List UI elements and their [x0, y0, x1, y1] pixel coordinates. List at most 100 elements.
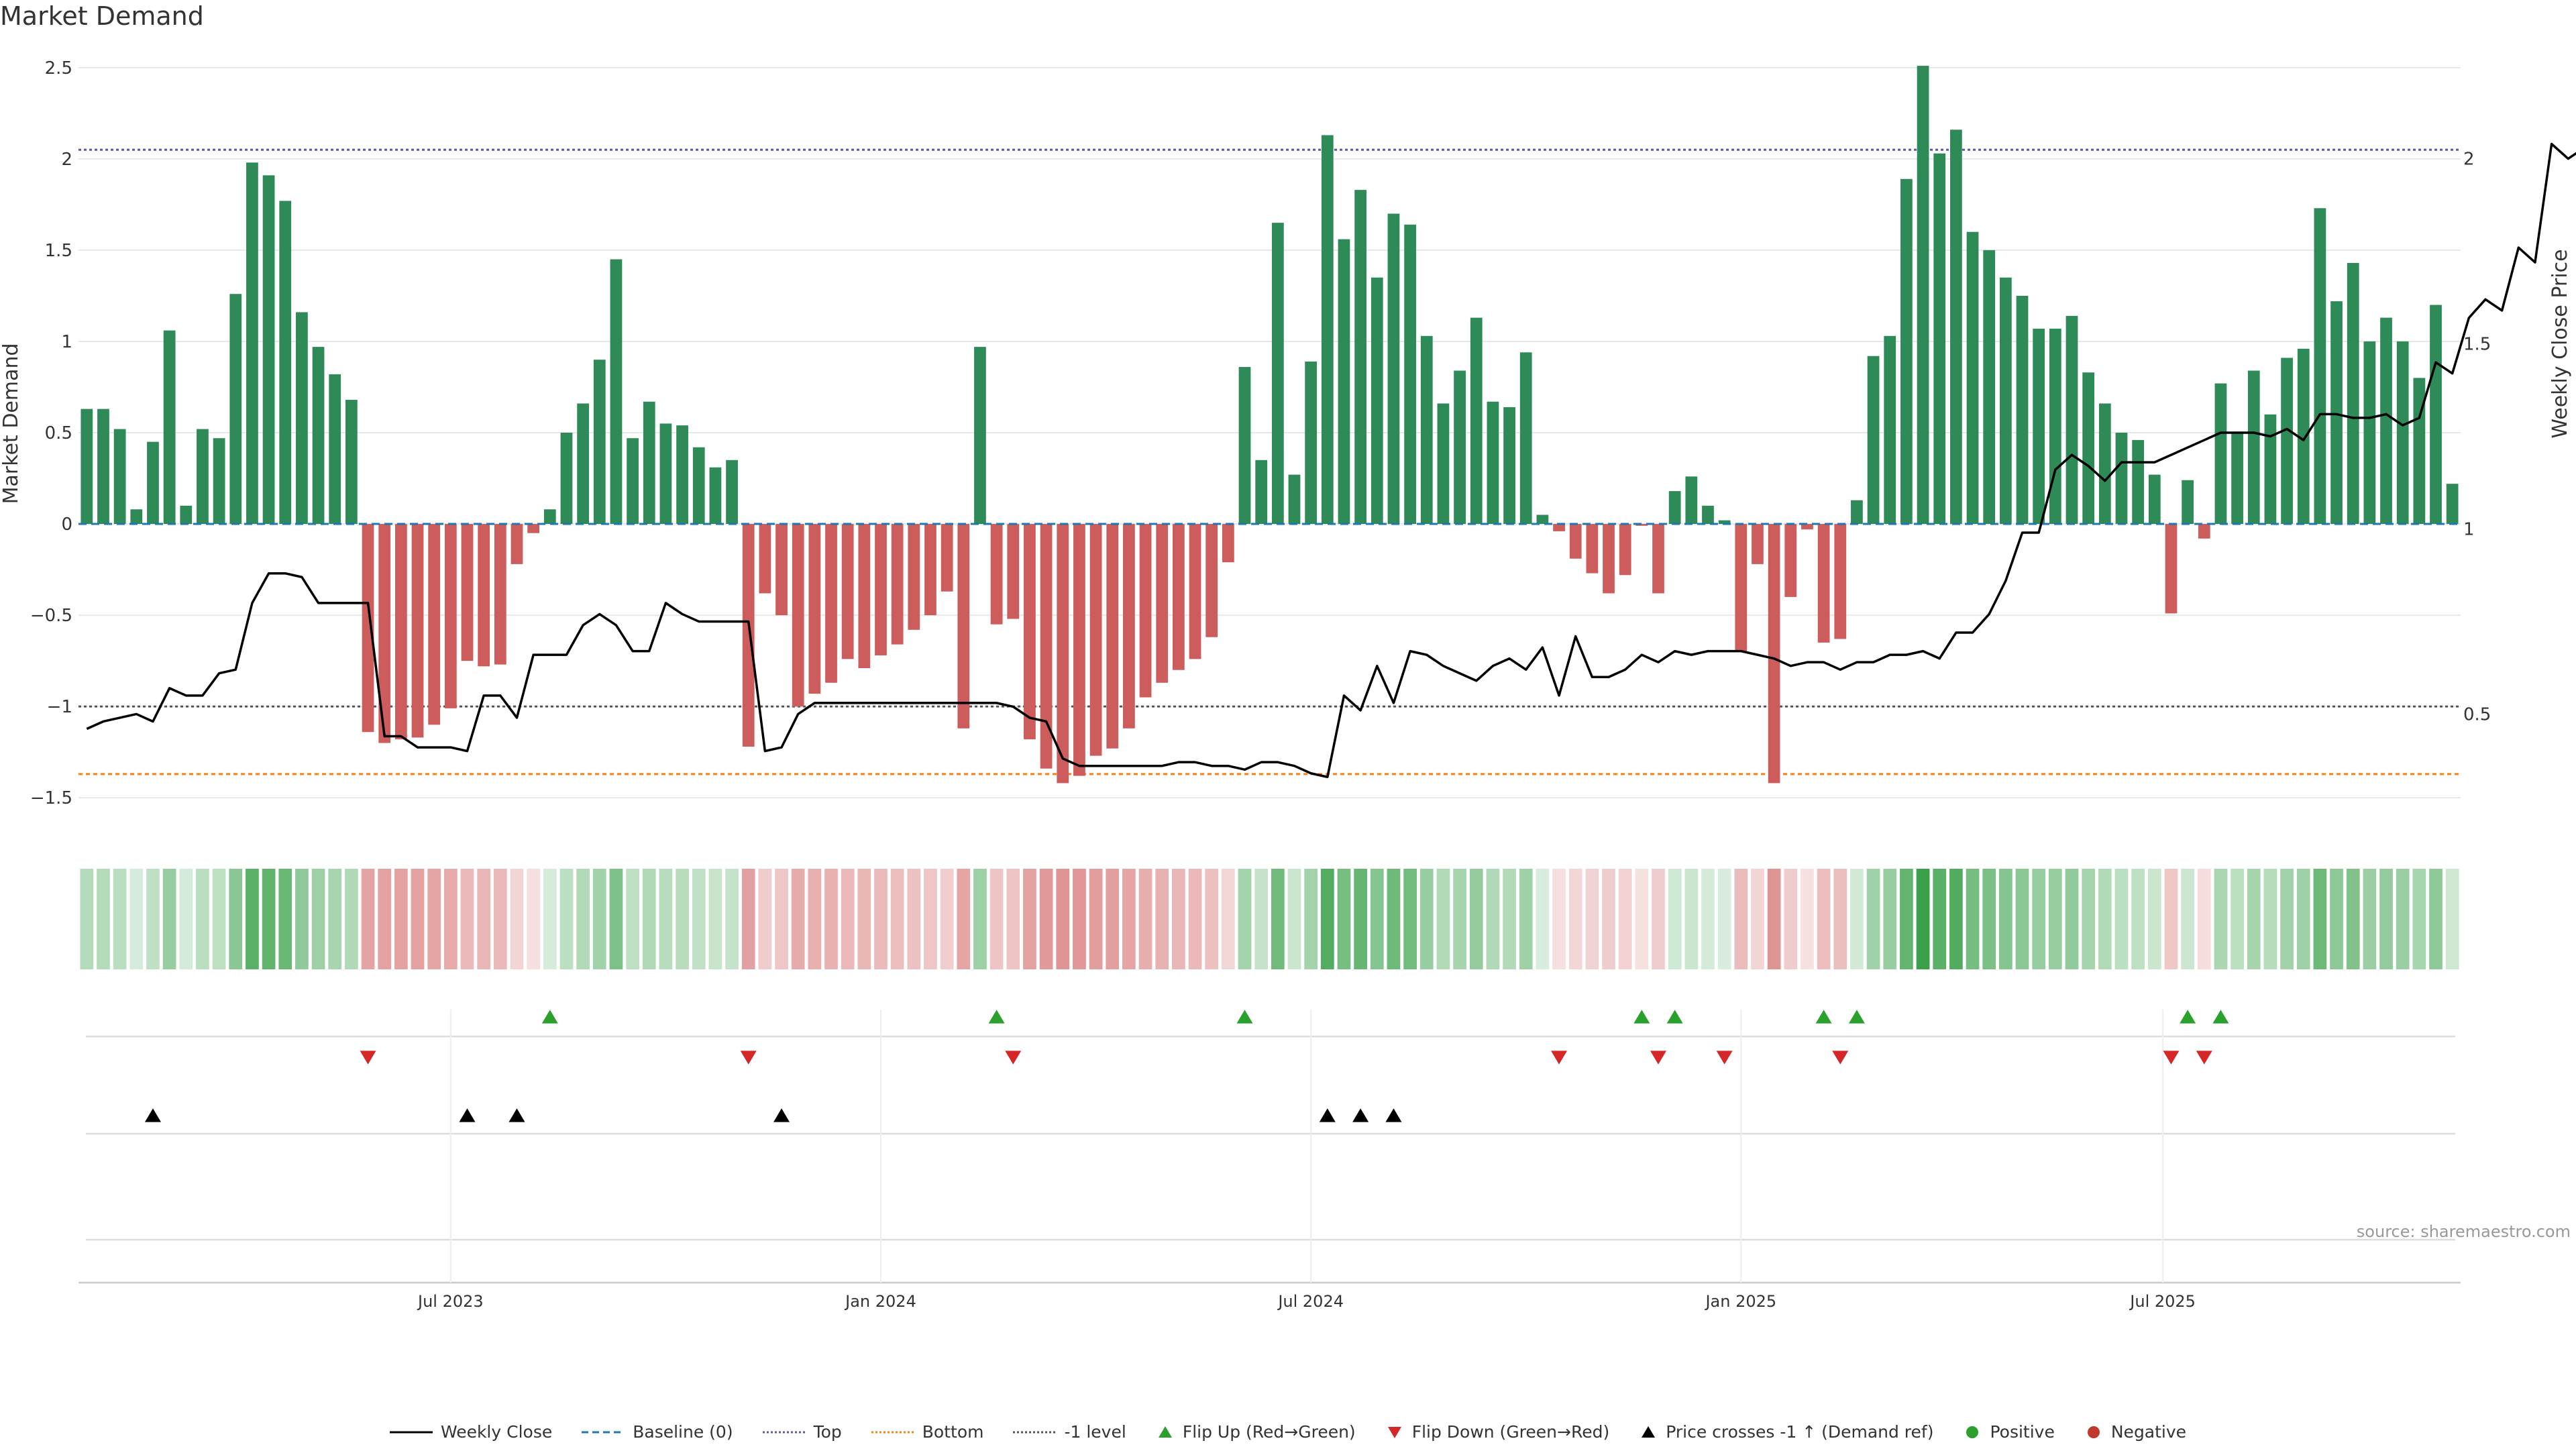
heat-cell — [345, 869, 358, 969]
legend-swatch — [389, 1431, 433, 1433]
price-cross-marker — [1319, 1108, 1336, 1122]
flip-up-marker — [1815, 1010, 1832, 1024]
demand-bar — [444, 524, 457, 708]
flip-up-marker — [988, 1010, 1005, 1024]
demand-bar — [428, 524, 441, 725]
y-tick-label: 1 — [61, 332, 72, 352]
demand-bar — [2297, 348, 2310, 525]
demand-bar — [2247, 370, 2260, 525]
y2-axis-label: Weekly Close Price — [2548, 249, 2572, 438]
demand-bar — [2413, 378, 2426, 525]
demand-bar — [957, 524, 970, 729]
demand-bar — [1354, 190, 1367, 525]
heat-cell — [1453, 869, 1466, 969]
demand-bar — [627, 438, 639, 525]
x-tick-label: Jul 2023 — [417, 1292, 484, 1311]
demand-bar — [1718, 520, 1731, 525]
demand-bar — [1007, 524, 1020, 619]
heat-cell — [129, 869, 144, 969]
heat-cell — [2214, 869, 2228, 969]
demand-bar — [1867, 356, 1880, 525]
weekly-close-line — [86, 142, 2576, 779]
price-line-layer — [86, 142, 2576, 779]
legend-item: Baseline (0) — [582, 1422, 733, 1442]
heat-cell — [1751, 869, 1764, 969]
heat-cell — [1618, 869, 1632, 969]
demand-bar — [1271, 223, 1284, 525]
legend-swatch — [762, 1431, 806, 1433]
legend-label: Flip Up (Red→Green) — [1182, 1422, 1356, 1442]
heat-cell — [1668, 869, 1682, 969]
heat-cell — [626, 869, 639, 969]
flip-down-marker — [2163, 1051, 2180, 1065]
demand-bar — [1735, 524, 1748, 652]
heat-cell — [676, 869, 689, 969]
demand-bar — [1999, 277, 2012, 525]
heat-cell — [1817, 869, 1831, 969]
demand-bar — [1437, 403, 1450, 525]
heat-cell — [1354, 869, 1367, 969]
demand-bar — [924, 524, 936, 616]
demand-bar — [378, 524, 391, 743]
heat-cell — [559, 869, 574, 969]
demand-bar — [1404, 224, 1416, 525]
heat-cell — [708, 869, 722, 969]
demand-bar — [1652, 524, 1664, 594]
demand-bar — [296, 312, 308, 525]
demand-bar — [511, 524, 523, 564]
demand-bar — [1900, 178, 1913, 525]
heat-cell — [1883, 869, 1897, 969]
heat-cell — [1519, 869, 1533, 969]
demand-bar — [1172, 524, 1185, 670]
demand-bar — [593, 360, 606, 525]
axes: −1.5 −1 −0.5 0 0.5 1 1.5 2 2.5 0.5 1 1.5 2 Market Dem… — [0, 58, 2572, 808]
demand-bar — [775, 524, 788, 616]
legend-item: -1 level — [1013, 1422, 1126, 1442]
heat-cell — [1784, 869, 1798, 969]
demand-bar — [1321, 135, 1334, 525]
heat-cell — [2065, 869, 2079, 969]
legend-swatch — [1387, 1426, 1401, 1438]
heat-cell — [1238, 869, 1252, 969]
heat-cell — [2263, 869, 2277, 969]
heat-cell — [394, 869, 408, 969]
heat-cell — [295, 869, 309, 969]
legend-swatch — [871, 1431, 914, 1433]
demand-bar — [792, 524, 804, 707]
demand-bar — [2165, 524, 2178, 614]
flip-down-marker — [1551, 1051, 1568, 1065]
heat-cell — [989, 869, 1004, 969]
heat-cell — [1933, 869, 1947, 969]
demand-bar — [80, 409, 93, 525]
demand-bar — [2314, 208, 2326, 525]
heat-cell — [1866, 869, 1880, 969]
demand-bar — [2347, 262, 2359, 525]
demand-bar — [1139, 524, 1152, 698]
y-tick-label: 2.5 — [45, 58, 72, 78]
heat-cell — [2313, 869, 2327, 969]
heat-cell — [940, 869, 954, 969]
demand-bar — [941, 524, 953, 592]
heat-cell — [2445, 869, 2459, 969]
heat-cell — [443, 869, 458, 969]
heat-cell — [1585, 869, 1599, 969]
legend-label: Flip Down (Green→Red) — [1411, 1422, 1610, 1442]
demand-bar — [1834, 524, 1847, 639]
y2-tick-label: 0.5 — [2463, 704, 2491, 724]
heat-cell — [1701, 869, 1715, 969]
heat-cell — [2032, 869, 2046, 969]
heat-cell — [1767, 869, 1781, 969]
heat-cell — [2114, 869, 2129, 969]
demand-bar — [213, 438, 225, 525]
demand-bar — [1784, 524, 1797, 597]
legend-item: Weekly Close — [389, 1422, 552, 1442]
legend-swatch — [1013, 1431, 1057, 1433]
heat-cell — [2363, 869, 2377, 969]
heat-cell — [246, 869, 259, 969]
price-cross-marker — [459, 1108, 476, 1122]
heat-cell — [229, 869, 243, 969]
demand-bar — [1536, 515, 1549, 525]
legend-swatch — [582, 1431, 625, 1433]
flip-up-marker — [541, 1010, 558, 1024]
heat-cell — [1122, 869, 1136, 969]
